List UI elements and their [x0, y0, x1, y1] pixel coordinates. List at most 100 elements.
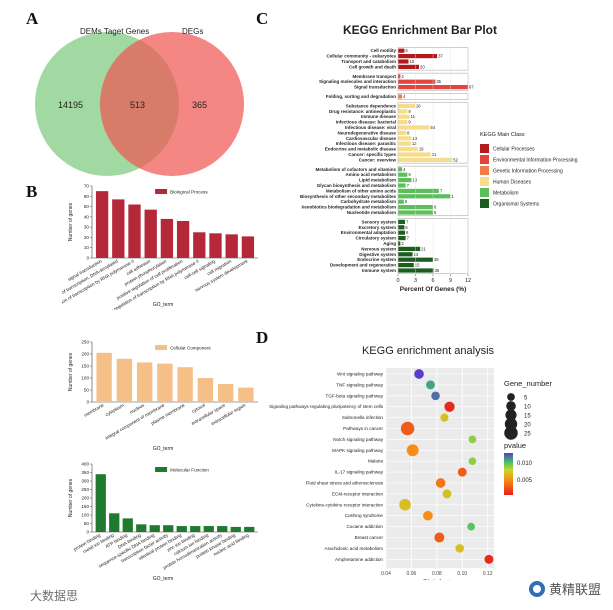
kegg-bar	[398, 109, 408, 114]
kegg-pathway-label: Metabolism of other amino acids	[326, 188, 397, 193]
legend-label: Human Diseases	[493, 180, 532, 186]
go-bar	[225, 234, 238, 258]
y-tick-label: 350	[81, 470, 89, 475]
y-tick-label: 100	[81, 376, 89, 381]
size-legend-label: 15	[524, 414, 531, 420]
x-tick-label: 0.08	[432, 571, 442, 577]
y-tick-label: 50	[84, 204, 90, 209]
venn-circle-degs	[100, 32, 244, 176]
kegg-count-label: 37	[438, 54, 443, 59]
kegg-bar	[398, 94, 403, 99]
legend-title: KEGG Main Class	[480, 132, 525, 138]
pathway-label: Arachidonic acid metabolism	[325, 546, 384, 551]
kegg-pathway-label: Development and regeneration	[330, 263, 396, 268]
kegg-count-label: 13	[412, 178, 417, 183]
legend-label: Cellular Processes	[493, 147, 535, 153]
y-tick-label: 50	[84, 521, 90, 526]
x-axis-title: Percent Of Genes (%)	[400, 286, 466, 293]
kegg-pathway-label: Nervous system	[361, 246, 396, 251]
bubble-point	[414, 369, 424, 379]
bubble-point	[444, 401, 455, 412]
kegg-bar	[398, 252, 413, 257]
bubble-point	[406, 444, 419, 457]
kegg-bar	[398, 147, 418, 152]
bubble-point	[434, 532, 445, 543]
kegg-pathway-label: Biosynthesis of other secondary metaboli…	[300, 194, 397, 199]
kegg-count-label: 67	[469, 85, 474, 90]
panel-c-letter: C	[256, 9, 269, 28]
go-bar	[128, 204, 141, 258]
y-tick-label: 400	[81, 462, 89, 467]
go-bar	[176, 220, 190, 258]
panel-b-letter: B	[26, 182, 38, 201]
kegg-bar	[398, 219, 405, 224]
x-tick-label: 0.10	[457, 571, 467, 577]
go-bar	[244, 526, 255, 532]
y-axis-title: Number of genes	[68, 202, 74, 241]
kegg-count-label: 6	[405, 199, 408, 204]
bubble-point	[426, 380, 435, 390]
kegg-bar	[398, 225, 405, 230]
chart-title: KEGG enrichment analysis	[362, 345, 495, 357]
color-legend-label: 0.005	[517, 478, 533, 484]
x-tick-label: 0	[396, 278, 399, 284]
kegg-count-label: 20	[420, 64, 425, 69]
x-axis-title: GO_term	[153, 576, 174, 582]
x-tick-label: 0.12	[483, 571, 493, 577]
kegg-count-label: 35	[436, 79, 441, 84]
kegg-bar	[398, 152, 431, 157]
kegg-pathway-label: Signal transduction	[354, 85, 396, 90]
publisher-logo: 黄精联盟	[528, 579, 601, 598]
go-bar	[95, 474, 106, 532]
pathway-label: Breast cancer	[355, 535, 384, 540]
x-tick-label: 6	[431, 278, 434, 284]
kegg-pathway-label: Cell motility	[370, 48, 396, 53]
kegg-bar	[398, 48, 405, 53]
kegg-count-label: 2	[401, 74, 404, 79]
y-axis-title: Number of genes	[68, 478, 74, 517]
y-tick-label: 20	[84, 235, 90, 240]
kegg-bar	[398, 241, 401, 246]
kegg-pathway-label: Carbohydrate metabolism	[340, 199, 396, 204]
go-bar	[157, 363, 173, 402]
y-tick-label: 0	[86, 400, 89, 405]
legend-label: Molecular Function	[170, 468, 209, 473]
kegg-bar	[398, 183, 406, 188]
kegg-count-label: 6	[405, 48, 408, 53]
pathway-label: Cocaine addiction	[346, 524, 383, 529]
size-legend-dot	[506, 401, 516, 411]
kegg-count-label: 9	[408, 172, 411, 177]
legend-swatch	[155, 467, 168, 472]
kegg-count-label: 36	[434, 257, 439, 262]
go-bar	[217, 384, 234, 402]
legend-label: Organismal Systems	[493, 202, 540, 208]
go-bar	[190, 526, 201, 532]
legend-label: Biological Process	[170, 190, 208, 195]
kegg-pathway-label: Substance dependence	[346, 103, 397, 108]
go-bar	[144, 209, 157, 258]
pathway-label: TGF-beta signaling pathway	[326, 393, 384, 398]
pathway-label: ECM-receptor interaction	[332, 491, 384, 496]
kegg-bar	[398, 236, 406, 241]
kegg-pathway-label: Sensory system	[361, 219, 396, 224]
pathway-label: Notch signaling pathway	[333, 437, 383, 442]
kegg-pathway-label: Cell growth and death	[349, 64, 396, 69]
go-bar	[116, 358, 133, 402]
panel-d-letter: D	[256, 328, 269, 347]
y-tick-label: 250	[81, 340, 89, 345]
kegg-count-label: 16	[416, 103, 421, 108]
pathway-label: Cushing syndrome	[345, 513, 384, 518]
y-tick-label: 250	[81, 487, 89, 492]
go-bar	[203, 526, 214, 532]
kegg-count-label: 35	[435, 268, 440, 273]
pathway-label: Signaling pathways regulating pluripoten…	[269, 404, 384, 409]
kegg-bar	[398, 246, 421, 251]
go-bar	[238, 387, 254, 402]
kegg-bar	[398, 167, 403, 172]
pathway-label: Amphetamine addiction	[335, 557, 383, 562]
size-legend-label: 5	[524, 396, 528, 402]
kegg-bar	[398, 194, 451, 199]
x-axis-title: GO_term	[153, 446, 174, 452]
